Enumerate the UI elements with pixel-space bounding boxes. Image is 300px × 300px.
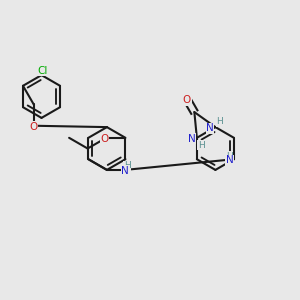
Text: Cl: Cl xyxy=(38,66,48,76)
Text: O: O xyxy=(100,134,109,144)
Text: H: H xyxy=(217,117,223,126)
Text: H: H xyxy=(226,152,233,160)
Text: N: N xyxy=(188,134,195,144)
Text: N: N xyxy=(226,155,233,165)
Text: N: N xyxy=(206,123,214,133)
Text: N: N xyxy=(121,166,129,176)
Text: O: O xyxy=(30,122,38,132)
Text: O: O xyxy=(183,95,191,105)
Text: H: H xyxy=(124,161,130,170)
Text: H: H xyxy=(198,141,205,150)
